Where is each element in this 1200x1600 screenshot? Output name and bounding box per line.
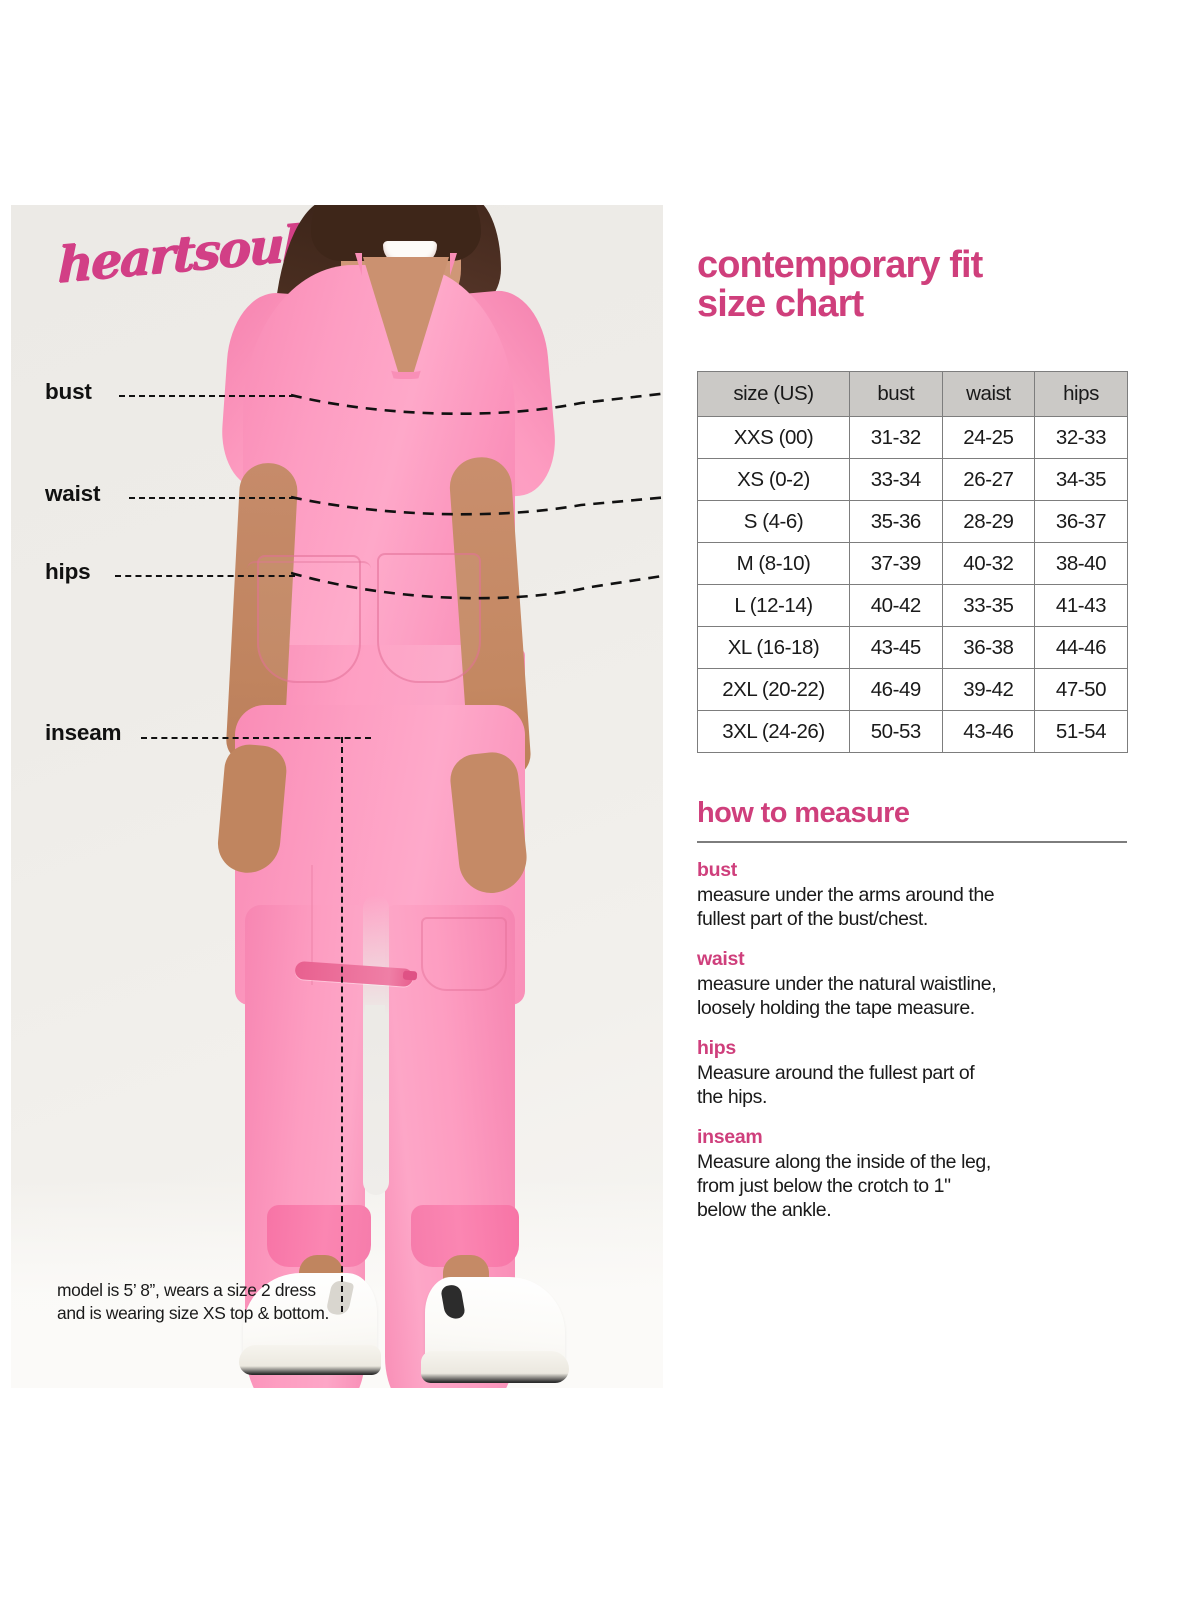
measure-block-inseam: inseam Measure along the inside of the l… [697,1126,1093,1223]
cell-hips: 44-46 [1034,626,1128,670]
callout-label-bust: bust [45,379,92,404]
cell-hips: 36-37 [1034,500,1128,544]
measure-term-inseam: inseam [697,1126,763,1149]
table-header-row: size (US) bust waist hips [697,371,1128,418]
column-header-size: size (US) [697,371,850,418]
cell-hips: 32-33 [1034,416,1128,460]
table-row: XS (0-2) 33-34 26-27 34-35 [697,458,1128,502]
leader-curve-bust [291,392,663,415]
callout-label-hips: hips [45,559,91,584]
cell-size: 2XL (20-22) [697,668,850,712]
chart-column: contemporary fit size chart size (US) bu… [697,244,1142,1223]
page-title: contemporary fit size chart [697,244,1142,326]
column-header-hips: hips [1034,371,1128,418]
section-divider [697,841,1127,844]
measure-block-waist: waist measure under the natural waistlin… [697,948,1093,1021]
cell-waist: 33-35 [941,584,1036,628]
table-row: 3XL (24-26) 50-53 43-46 51-54 [697,710,1128,754]
cell-hips: 34-35 [1034,458,1128,502]
model-illustration [11,205,663,1388]
leader-line-hips [115,575,295,577]
table-row: XXS (00) 31-32 24-25 32-33 [697,416,1128,460]
callout-label-inseam: inseam [45,720,122,745]
cell-bust: 43-45 [849,626,943,670]
cell-waist: 39-42 [941,668,1036,712]
measure-desc-hips: Measure around the fullest part of the h… [697,1062,975,1109]
cell-bust: 33-34 [849,458,943,502]
column-header-bust: bust [849,371,943,418]
model-note: model is 5’ 8”, wears a size 2 dress and… [57,1280,329,1324]
measure-term-hips: hips [697,1037,736,1060]
cell-waist: 24-25 [941,416,1036,460]
measure-block-bust: bust measure under the arms around the f… [697,859,1093,932]
cell-waist: 26-27 [941,458,1036,502]
cell-waist: 36-38 [941,626,1036,670]
leg-gap [363,895,389,1195]
page-title-line2: size chart [697,283,864,326]
measure-term-waist: waist [697,948,745,971]
scrub-top-pocket-right [377,553,481,683]
cell-waist: 28-29 [941,500,1036,544]
top-front-seam [247,561,371,577]
table-row: M (8-10) 37-39 40-32 38-40 [697,542,1128,586]
leader-line-bust [119,395,295,397]
table-row: S (4-6) 35-36 28-29 36-37 [697,500,1128,544]
leader-line-inseam-vertical [341,737,343,1312]
cell-bust: 35-36 [849,500,943,544]
measure-term-bust: bust [697,859,737,882]
leader-line-inseam [141,737,371,739]
cell-size: XXS (00) [697,416,850,460]
jogger-back-pocket [421,917,507,991]
measure-desc-waist: measure under the natural waistline, loo… [697,973,997,1020]
cell-hips: 41-43 [1034,584,1128,628]
cell-bust: 50-53 [849,710,943,754]
callout-label-waist: waist [45,481,101,506]
cell-size: XS (0-2) [697,458,850,502]
cell-bust: 31-32 [849,416,943,460]
how-to-measure-heading: how to measure [697,797,910,830]
table-row: L (12-14) 40-42 33-35 41-43 [697,584,1128,628]
leader-curve-waist [291,495,663,516]
cell-size: XL (16-18) [697,626,850,670]
sneaker-right-sole [421,1351,569,1383]
cell-waist: 40-32 [941,542,1036,586]
cell-size: M (8-10) [697,542,850,586]
sneaker-left-sole [239,1345,381,1375]
model-photo-panel: heartsoul [11,205,663,1388]
measure-desc-bust: measure under the arms around the fulles… [697,884,995,931]
zipper-pull-icon [402,970,418,981]
page-title-line1: contemporary fit [697,244,983,286]
leader-line-waist [129,497,295,499]
jogger-side-seam [311,865,313,985]
measure-block-hips: hips Measure around the fullest part of … [697,1037,1093,1110]
table-row: XL (16-18) 43-45 36-38 44-46 [697,626,1128,670]
leader-curve-hips [291,571,663,600]
cell-size: S (4-6) [697,500,850,544]
cell-hips: 47-50 [1034,668,1128,712]
cell-bust: 40-42 [849,584,943,628]
cell-bust: 37-39 [849,542,943,586]
cell-hips: 51-54 [1034,710,1128,754]
table-row: 2XL (20-22) 46-49 39-42 47-50 [697,668,1128,712]
measure-desc-inseam: Measure along the inside of the leg, fro… [697,1151,991,1222]
size-chart-table: size (US) bust waist hips XXS (00) 31-32… [697,371,1128,754]
cell-size: L (12-14) [697,584,850,628]
column-header-waist: waist [941,371,1036,418]
cell-hips: 38-40 [1034,542,1128,586]
cell-size: 3XL (24-26) [697,710,850,754]
cell-bust: 46-49 [849,668,943,712]
cell-waist: 43-46 [941,710,1036,754]
